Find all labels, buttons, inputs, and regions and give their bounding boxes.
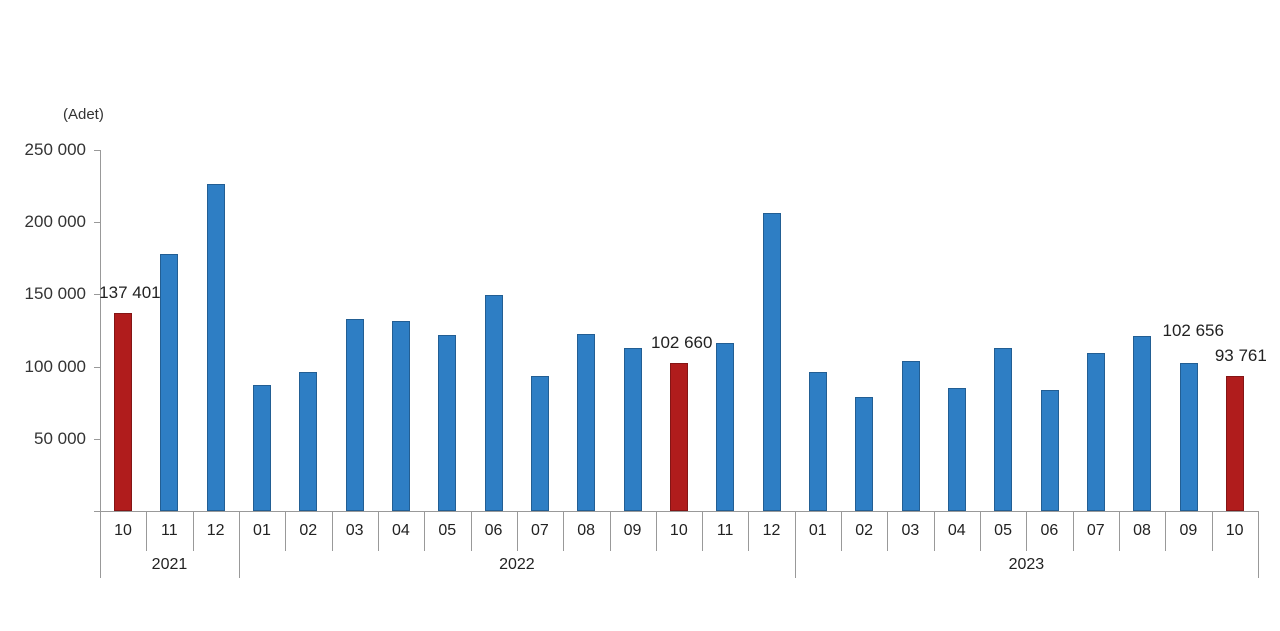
- month-separator: [146, 511, 148, 551]
- month-label: 02: [855, 522, 873, 539]
- month-label: 07: [1086, 522, 1105, 539]
- bar: [1086, 353, 1105, 511]
- month-separator: [609, 511, 611, 551]
- month-separator: [933, 511, 935, 551]
- month-label: 03: [345, 522, 364, 539]
- month-separator: [470, 511, 472, 551]
- bar: [253, 384, 272, 511]
- bar: [623, 348, 642, 511]
- month-separator: [702, 511, 704, 551]
- y-tick-mark: [94, 438, 100, 440]
- month-label: 09: [1179, 522, 1198, 539]
- month-separator: [516, 511, 518, 551]
- bar: [160, 254, 179, 511]
- month-label: 05: [994, 522, 1012, 539]
- bar: [345, 319, 364, 511]
- year-label: 2022: [499, 556, 535, 573]
- y-tick-label: 250 000: [24, 140, 86, 159]
- month-label: 12: [206, 522, 225, 539]
- x-axis-line: [94, 511, 1259, 512]
- year-separator: [238, 511, 240, 578]
- month-label: 08: [577, 522, 596, 539]
- data-label: 102 656: [1162, 320, 1224, 340]
- month-label: 05: [438, 522, 457, 539]
- bar: [947, 387, 966, 511]
- month-separator: [192, 511, 194, 551]
- y-tick-label: 50 000: [34, 428, 86, 448]
- year-separator: [1258, 511, 1259, 578]
- month-separator: [285, 511, 287, 551]
- month-separator: [563, 511, 565, 551]
- data-label: 137 401: [99, 282, 161, 302]
- month-separator: [424, 511, 426, 551]
- data-label: 102 660: [651, 332, 713, 352]
- year-separator: [794, 511, 796, 578]
- month-separator: [887, 511, 889, 551]
- month-separator: [841, 511, 843, 551]
- y-tick-label: 150 000: [24, 284, 86, 304]
- y-axis-line: [100, 150, 101, 511]
- month-separator: [1165, 511, 1167, 551]
- month-label: 04: [947, 522, 966, 539]
- bar: [438, 334, 457, 511]
- bar-highlighted: [1225, 375, 1244, 511]
- bar: [577, 333, 596, 511]
- month-label: 08: [1133, 522, 1151, 539]
- year-separator: [100, 511, 101, 578]
- month-separator: [1026, 511, 1028, 551]
- month-label: 04: [392, 522, 410, 539]
- bar: [808, 371, 827, 511]
- month-separator: [980, 511, 982, 551]
- month-label: 12: [762, 522, 781, 539]
- month-label: 06: [484, 522, 503, 539]
- month-label: 02: [299, 522, 318, 539]
- month-label: 03: [901, 522, 920, 539]
- month-label: 10: [114, 522, 132, 539]
- year-label: 2023: [1008, 556, 1045, 573]
- bar: [855, 396, 874, 511]
- month-separator: [748, 511, 750, 551]
- bar: [1040, 389, 1059, 511]
- month-label: 11: [161, 522, 178, 539]
- bar: [299, 371, 318, 511]
- bar: [484, 294, 503, 511]
- bar: [206, 184, 225, 511]
- month-separator: [331, 511, 333, 551]
- month-separator: [377, 511, 379, 551]
- bar-highlighted: [670, 362, 688, 511]
- bar: [1133, 335, 1152, 511]
- year-label: 2021: [151, 556, 188, 573]
- bar: [994, 348, 1013, 511]
- data-label: 93 761: [1214, 345, 1267, 365]
- month-separator: [1072, 511, 1074, 551]
- y-tick-mark: [94, 366, 100, 368]
- bar: [1179, 362, 1198, 511]
- month-label: 01: [253, 522, 271, 539]
- month-label: 10: [1225, 522, 1244, 539]
- month-label: 10: [669, 522, 688, 539]
- month-separator: [1119, 511, 1121, 551]
- bar: [716, 342, 735, 511]
- y-axis-unit-label: (Adet): [63, 106, 104, 123]
- bar: [392, 320, 411, 511]
- bar-highlighted: [114, 312, 133, 511]
- month-label: 11: [716, 522, 734, 539]
- y-tick-mark: [94, 150, 100, 151]
- month-label: 01: [808, 522, 827, 539]
- month-label: 09: [623, 522, 642, 539]
- y-tick-mark: [94, 294, 100, 296]
- bar: [901, 360, 920, 511]
- y-tick-label: 200 000: [24, 212, 86, 232]
- y-tick-mark: [94, 222, 100, 224]
- y-tick-label: 100 000: [24, 356, 86, 376]
- month-separator: [1211, 511, 1213, 551]
- bar: [762, 212, 781, 511]
- month-label: 06: [1040, 522, 1059, 539]
- month-label: 07: [530, 522, 549, 539]
- bar: [531, 375, 550, 511]
- month-separator: [655, 511, 657, 551]
